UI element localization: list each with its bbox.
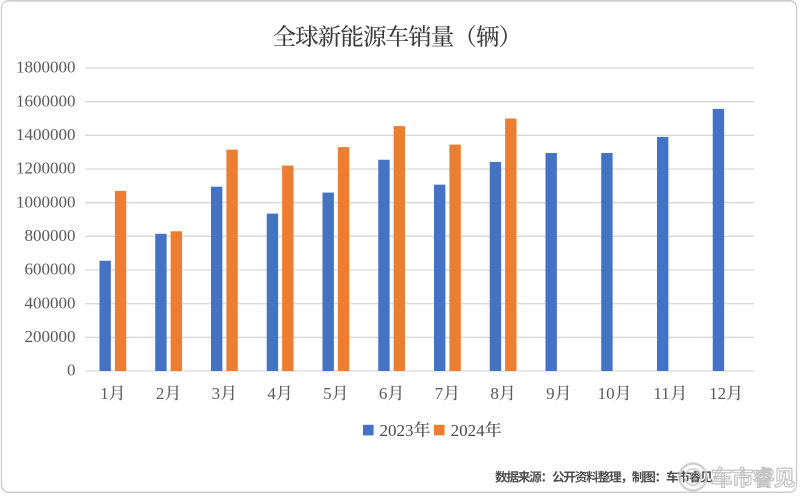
svg-text:4: 4 — [267, 384, 276, 403]
svg-text:5: 5 — [323, 384, 332, 403]
svg-text:1200000: 1200000 — [16, 159, 76, 178]
svg-text:8: 8 — [490, 384, 499, 403]
svg-text:6: 6 — [379, 384, 388, 403]
svg-text:3: 3 — [212, 384, 221, 403]
svg-text:200000: 200000 — [25, 327, 76, 346]
svg-text:1800000: 1800000 — [16, 58, 76, 77]
svg-text:2: 2 — [156, 384, 165, 403]
svg-text:9: 9 — [546, 384, 555, 403]
svg-text:11: 11 — [653, 384, 669, 403]
svg-text:12: 12 — [709, 384, 726, 403]
svg-text:2024: 2024 — [451, 421, 486, 440]
svg-text:1400000: 1400000 — [16, 125, 76, 144]
svg-text:0: 0 — [67, 361, 76, 380]
svg-text:800000: 800000 — [25, 226, 76, 245]
svg-text:1600000: 1600000 — [16, 91, 76, 110]
svg-text:400000: 400000 — [25, 293, 76, 312]
svg-text:1: 1 — [100, 384, 109, 403]
svg-text:10: 10 — [598, 384, 615, 403]
svg-text:1000000: 1000000 — [16, 192, 76, 211]
svg-text:600000: 600000 — [25, 260, 76, 279]
svg-text:7: 7 — [435, 384, 444, 403]
svg-text:2023: 2023 — [380, 421, 414, 440]
